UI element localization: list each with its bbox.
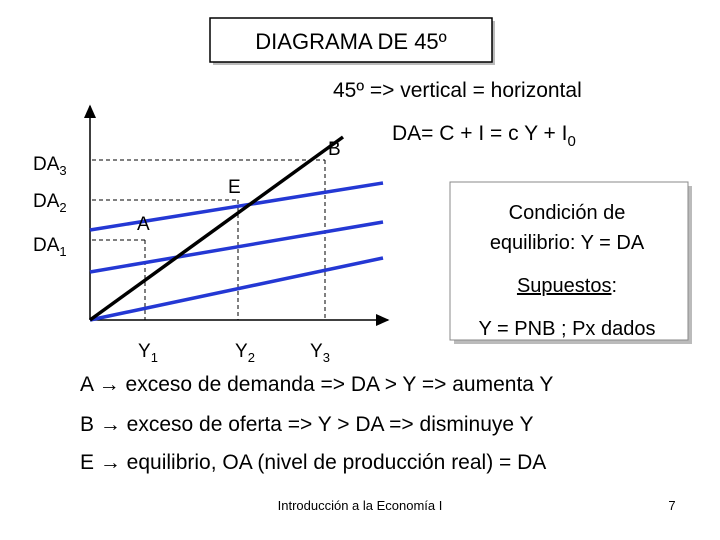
da-label: DA3 bbox=[33, 154, 67, 178]
line-45 bbox=[88, 135, 345, 322]
title: DIAGRAMA DE 45º bbox=[255, 29, 446, 54]
da-label: DA1 bbox=[33, 235, 67, 259]
explanation: E → equilibrio, OA (nivel de producción … bbox=[80, 451, 546, 474]
subtitle: 45º => vertical = horizontal bbox=[333, 79, 582, 102]
condition-text: Condición de bbox=[509, 202, 626, 224]
assumptions-text: Y = PNB ; Px dados bbox=[479, 318, 656, 340]
point-label: E bbox=[228, 177, 241, 198]
y-label: Y2 bbox=[235, 341, 255, 365]
da-line bbox=[89, 256, 384, 322]
explanation: B → exceso de oferta => Y > DA => dismin… bbox=[80, 413, 534, 436]
da-line bbox=[89, 220, 384, 274]
footer: Introducción a la Economía I bbox=[278, 498, 443, 513]
da-line bbox=[89, 181, 384, 232]
page-number: 7 bbox=[668, 498, 675, 513]
title-box bbox=[209, 17, 493, 63]
point-label: B bbox=[328, 139, 341, 160]
assumptions-title: Supuestos: bbox=[517, 275, 617, 297]
explanation: A → exceso de demanda => DA > Y => aumen… bbox=[80, 373, 553, 396]
condition-box bbox=[449, 181, 689, 341]
point-label: A bbox=[137, 214, 150, 235]
equation: DA= C + I = c Y + I0 bbox=[392, 122, 576, 150]
da-label: DA2 bbox=[33, 191, 67, 215]
y-label: Y3 bbox=[310, 341, 330, 365]
condition-text: equilibrio: Y = DA bbox=[490, 232, 645, 254]
y-label: Y1 bbox=[138, 341, 158, 365]
